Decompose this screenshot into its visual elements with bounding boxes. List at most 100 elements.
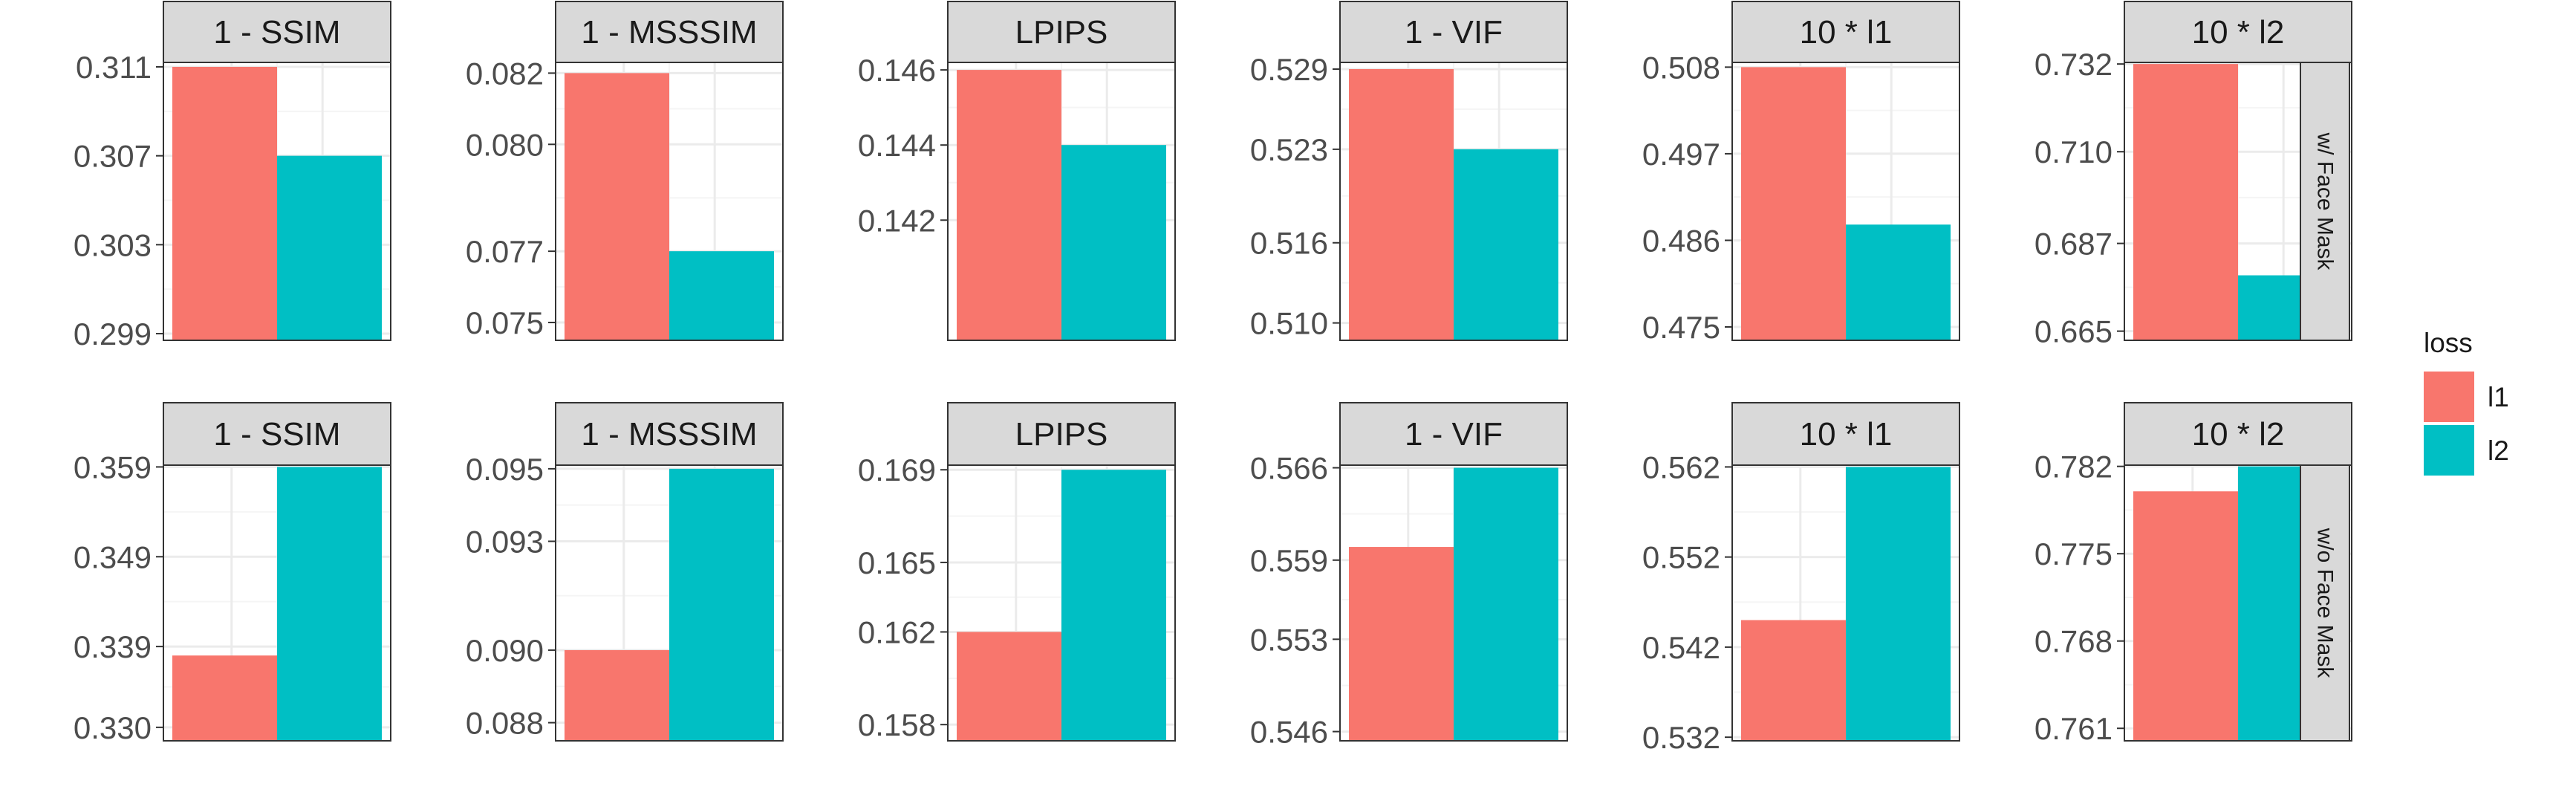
legend: loss l1 l2: [2424, 328, 2509, 476]
y-tick-label: 0.095: [466, 452, 544, 487]
y-tick-label: 0.162: [858, 614, 936, 649]
panel-title: 1 - VIF: [1405, 14, 1503, 51]
bar-l1: [565, 73, 669, 340]
y-tick-label: 0.082: [466, 56, 544, 91]
bar-l2: [1061, 470, 1166, 741]
y-tick-label: 0.497: [1642, 137, 1720, 172]
y-tick-label: 0.782: [2035, 450, 2112, 484]
bar-l2: [1061, 145, 1166, 340]
row-strips: w/ Face Mask w/o Face Mask: [2300, 62, 2350, 742]
y-tick-label: 0.529: [1250, 52, 1328, 87]
y-tick-label: 0.077: [466, 234, 544, 269]
bar-l2: [277, 467, 382, 741]
y-tick-label: 0.303: [74, 227, 152, 262]
y-tick-label: 0.299: [74, 317, 152, 351]
panel-title: LPIPS: [1015, 14, 1108, 51]
bar-l1: [172, 66, 277, 340]
bar-l1: [1349, 68, 1454, 340]
bar-l2: [277, 155, 382, 340]
y-tick-label: 0.523: [1250, 132, 1328, 167]
y-tick-label: 0.311: [76, 50, 152, 85]
bar-l2: [1454, 149, 1558, 340]
panel-without-mask-10-l1: 10 * l1 0.562 0.552 0.542 0.532: [1642, 402, 1960, 755]
y-tick-label: 0.349: [74, 539, 152, 574]
panel-border: [1339, 62, 1568, 341]
panel-border: [947, 464, 1176, 742]
panel-strip: [947, 1, 1176, 63]
y-tick-label: 0.090: [466, 633, 544, 668]
bar-l2: [1454, 467, 1558, 741]
y-tick-label: 0.559: [1250, 543, 1328, 578]
panel-border: [163, 464, 391, 742]
y-tick-label: 0.307: [74, 139, 152, 174]
y-tick-label: 0.146: [858, 53, 936, 88]
y-tick-label: 0.142: [858, 203, 936, 238]
bar-l1: [1741, 620, 1846, 741]
y-tick-label: 0.775: [2035, 536, 2112, 571]
y-tick-label: 0.339: [74, 629, 152, 664]
panel-title: 1 - SSIM: [213, 416, 340, 453]
y-tick-label: 0.732: [2035, 47, 2112, 82]
y-tick-label: 0.546: [1250, 715, 1328, 750]
y-tick-label: 0.761: [2035, 711, 2112, 746]
row-strip-label: w/o Face Mask: [2313, 528, 2338, 679]
panel-without-mask-1-vif: 1 - VIF 0.566 0.559 0.553 0.546: [1250, 402, 1568, 750]
bar-l1: [172, 655, 277, 741]
panel-title: 10 * l2: [2192, 416, 2285, 453]
row-strip-label: w/ Face Mask: [2313, 132, 2338, 270]
panel-strip: [1731, 402, 1960, 466]
y-tick-label: 0.552: [1642, 540, 1720, 575]
y-tick-label: 0.144: [858, 128, 936, 163]
panel-title: 10 * l1: [1800, 416, 1893, 453]
bar-l2: [1846, 467, 1951, 741]
row-strip-box: [2300, 464, 2350, 742]
bar-l1: [2133, 64, 2238, 341]
legend-key-l1: [2424, 372, 2474, 422]
legend-title: loss: [2424, 328, 2473, 358]
panel-title: 1 - MSSSIM: [581, 416, 757, 453]
y-tick-label: 0.093: [466, 525, 544, 560]
panel-border: [163, 62, 391, 341]
panel-title: 1 - SSIM: [213, 14, 340, 51]
bar-l1: [1349, 547, 1454, 741]
y-tick-label: 0.768: [2035, 624, 2112, 659]
bar-l1: [2133, 491, 2238, 741]
panel-strip: [555, 1, 784, 63]
legend-label-l1: l1: [2488, 382, 2509, 412]
y-tick-label: 0.516: [1250, 226, 1328, 261]
y-tick-label: 0.710: [2035, 134, 2112, 169]
y-tick-label: 0.687: [2035, 227, 2112, 262]
y-tick-label: 0.566: [1250, 451, 1328, 486]
y-tick-label: 0.553: [1250, 622, 1328, 657]
panel-title: LPIPS: [1015, 416, 1108, 453]
panel-title: 10 * l2: [2192, 14, 2285, 51]
bar-l2: [669, 468, 774, 741]
panel-without-mask-lpips: LPIPS 0.169 0.165 0.162 0.158: [858, 402, 1176, 742]
bar-l2: [669, 251, 774, 340]
bar-l1: [957, 632, 1061, 741]
panel-with-mask-1-ssim: 1 - SSIM 0.311 0.307 0.303 0.299: [74, 1, 391, 351]
bar-l1: [1741, 67, 1846, 341]
panel-border: [1731, 62, 1960, 341]
y-tick-label: 0.665: [2035, 314, 2112, 349]
y-tick-label: 0.562: [1642, 450, 1720, 484]
panel-border: [555, 62, 784, 341]
panel-strip: [2124, 402, 2352, 466]
chart-panels: 1 - SSIM 0.311 0.307 0.303 0.299 1 - MSSSIM 0.…: [74, 1, 2352, 755]
panel-strip: [1339, 1, 1568, 63]
panel-strip: [2124, 1, 2352, 63]
panel-border: [2124, 464, 2352, 742]
panel-with-mask-1-vif: 1 - VIF 0.529 0.523 0.516 0.510: [1250, 1, 1568, 341]
panel-border: [555, 464, 784, 742]
panel-title: 10 * l1: [1800, 14, 1893, 51]
panel-border: [2124, 62, 2352, 341]
y-tick-label: 0.475: [1642, 310, 1720, 345]
bar-l2: [1846, 224, 1951, 340]
row-strip-without-mask: w/o Face Mask: [2300, 464, 2350, 742]
panel-with-mask-lpips: LPIPS 0.146 0.144 0.142: [858, 1, 1176, 341]
panel-with-mask-10-l1: 10 * l1 0.508 0.497 0.486 0.475: [1642, 1, 1960, 345]
panel-title: 1 - VIF: [1405, 416, 1503, 453]
panel-without-mask-1-ssim: 1 - SSIM 0.359 0.349 0.339 0.330: [74, 402, 391, 745]
panel-with-mask-10-l2: 10 * l2 0.732 0.710 0.687 0.665: [2035, 1, 2352, 349]
